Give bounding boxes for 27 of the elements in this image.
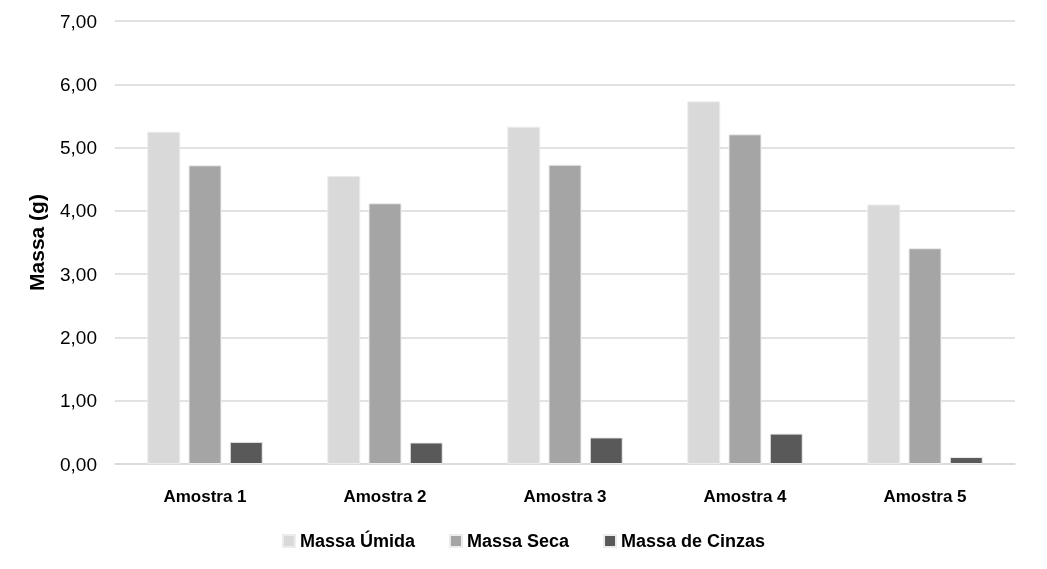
x-tick-label: Amostra 5 — [883, 487, 967, 506]
bar — [368, 203, 402, 464]
x-tick-label: Amostra 1 — [163, 487, 247, 506]
bar — [409, 442, 443, 464]
y-tick-label: 4,00 — [60, 200, 97, 222]
bar — [728, 134, 762, 464]
y-tick-label: 2,00 — [60, 326, 97, 348]
y-tick-label: 7,00 — [60, 10, 97, 32]
legend-label: Massa de Cinzas — [621, 531, 766, 551]
y-tick-label: 0,00 — [60, 453, 97, 475]
y-tick-label: 3,00 — [60, 263, 97, 285]
x-tick-label: Amostra 3 — [523, 487, 607, 506]
y-tick-label: 1,00 — [60, 390, 97, 412]
y-tick-label: 6,00 — [60, 73, 97, 95]
bar — [188, 165, 222, 464]
x-tick-label: Amostra 4 — [703, 487, 788, 506]
legend-label: Massa Seca — [466, 531, 571, 551]
bar — [589, 437, 623, 464]
y-tick-label: 5,00 — [60, 137, 97, 159]
bar — [229, 441, 263, 464]
bar — [769, 433, 803, 464]
legend-label: Massa Úmida — [299, 530, 416, 551]
bar — [949, 457, 983, 464]
bar — [548, 164, 582, 464]
y-axis-title: Massa (g) — [25, 194, 48, 291]
x-tick-label: Amostra 2 — [343, 487, 427, 506]
bar — [908, 248, 942, 464]
